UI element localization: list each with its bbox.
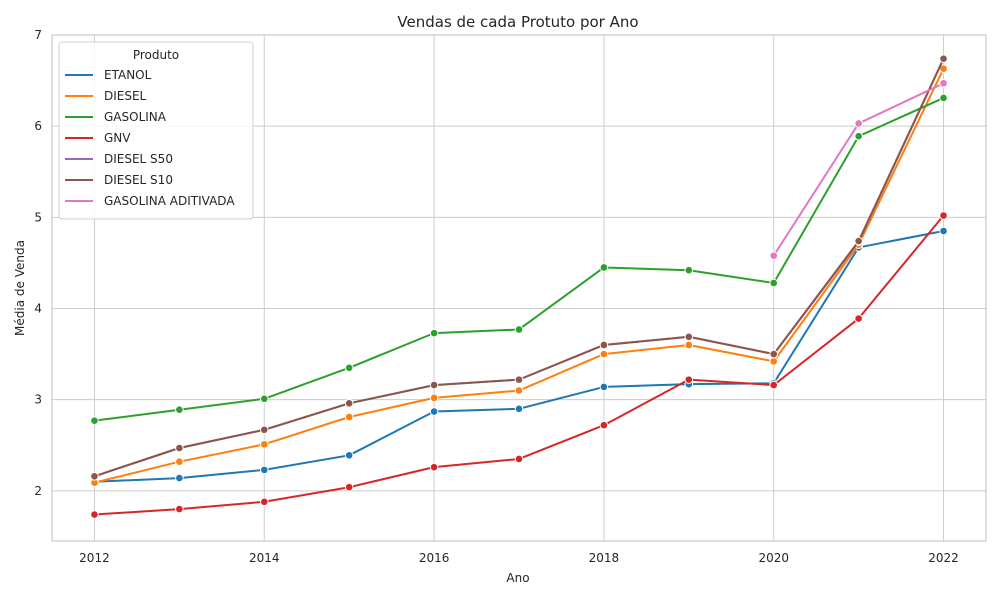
data-point [259,425,269,435]
legend: Produto ETANOL DIESEL GASOLINA GNV DIESEL S50… [58,41,254,220]
data-point [854,236,863,246]
series-diesel-s10 [90,54,948,481]
data-point [684,340,694,350]
data-point [429,407,439,416]
data-point [769,251,779,260]
series-lines [90,54,948,519]
data-point [684,375,694,384]
data-point [90,471,99,481]
data-point [684,332,694,342]
data-point [175,504,184,514]
data-point [854,119,863,128]
data-point [259,440,269,449]
data-point [90,416,99,425]
plot-frame [51,34,987,542]
data-point [259,465,269,475]
legend-box [58,41,254,220]
series-etanol [90,226,948,487]
data-point [344,412,354,422]
series-gasolina [90,93,948,425]
x-axis-label: Ano [506,571,529,585]
legend-entry-label: GNV [104,131,131,145]
data-point [175,457,184,466]
x-tick-label: 2020 [758,551,789,565]
data-point [599,263,609,272]
data-point [769,380,779,390]
data-point [854,314,863,323]
x-tick-label: 2012 [79,551,110,565]
data-point [259,394,269,404]
data-point [684,265,694,275]
data-point [599,340,609,350]
data-point [175,405,184,415]
data-point [259,497,269,507]
data-point [769,278,779,288]
y-tick-label: 3 [34,393,42,407]
legend-entry-label: ETANOL [104,68,152,82]
data-point [939,54,948,64]
data-point [769,349,779,359]
y-axis-label: Média de Venda [13,240,27,336]
chart-title: Vendas de cada Protuto por Ano [397,13,638,31]
data-point [429,393,439,403]
data-point [344,399,354,408]
data-point [599,420,609,430]
legend-title: Produto [133,48,179,62]
data-point [514,404,524,414]
data-point [429,328,439,338]
legend-entry-label: DIESEL S50 [104,152,173,166]
data-point [344,482,354,492]
data-point [514,454,524,464]
x-tick-label: 2014 [249,551,280,565]
data-point [90,510,99,519]
data-point [599,382,609,392]
data-point [854,131,863,141]
y-tick-label: 6 [34,119,42,133]
series-gasolina-aditivada [769,79,948,260]
data-point [514,375,524,384]
data-point [939,211,948,220]
x-tick-label: 2016 [419,551,450,565]
legend-entry-label: GASOLINA [104,110,167,124]
y-tick-label: 5 [34,210,42,224]
x-tick-label: 2018 [589,551,620,565]
axes: 2012 2014 2016 2018 2020 2022 2 3 4 5 6 7 [34,28,987,565]
legend-entry-label: GASOLINA ADITIVADA [104,194,235,208]
y-tick-label: 4 [34,302,42,316]
legend-entry-label: DIESEL [104,89,147,103]
data-point [939,226,948,236]
data-point [599,349,609,359]
series-gnv [90,211,948,519]
data-point [429,380,439,390]
data-point [939,93,948,103]
data-point [514,386,524,395]
series-line [94,230,944,483]
x-tick-label: 2022 [928,551,959,565]
data-point [939,79,948,88]
y-tick-label: 2 [34,484,42,498]
series-line [94,214,945,516]
data-point [344,450,354,460]
data-point [344,363,354,373]
legend-entry-label: DIESEL S10 [104,173,173,187]
data-point [429,462,439,472]
y-tick-label: 7 [34,28,42,42]
data-point [175,473,184,483]
data-point [514,325,524,334]
data-point [769,357,779,366]
data-point [175,443,184,453]
